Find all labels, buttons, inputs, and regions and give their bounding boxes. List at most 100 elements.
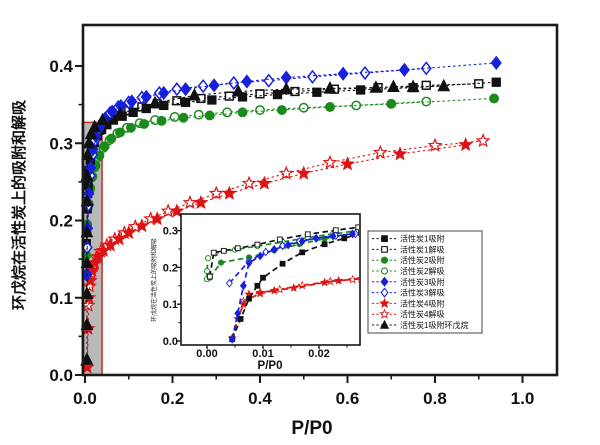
square-open-marker [276, 236, 283, 243]
square-open-marker [254, 241, 261, 248]
triangle-filled-marker [369, 80, 383, 93]
inset-series-line [208, 226, 359, 277]
diamond-filled-marker [228, 334, 236, 344]
square-open-marker [355, 224, 359, 231]
square-open-marker [255, 89, 265, 99]
inset-series-line [231, 232, 359, 340]
legend-item-ac1-desorption: 活性炭1解吸 [372, 244, 444, 254]
legend-item-ac4-desorption: 活性炭4解吸 [372, 308, 444, 319]
star-filled-marker [111, 231, 127, 246]
square-filled-marker [321, 241, 328, 248]
square-filled-marker [299, 249, 306, 256]
legend-item-ac1-adsorption-cyclopentane: 活性炭1吸附环戊烷 [372, 319, 468, 330]
square-filled-marker [358, 230, 359, 237]
triangle-filled-marker [96, 112, 109, 126]
triangle-filled-marker [80, 224, 94, 238]
star-open-marker [427, 137, 443, 152]
diamond-open-marker [225, 278, 233, 288]
square-filled-marker [207, 95, 217, 105]
circle-open-marker [421, 96, 432, 107]
star-open-marker [372, 144, 388, 159]
legend-item-ac2-desorption: 活性炭2解吸 [372, 266, 444, 276]
x-tick-label: 0.4 [248, 389, 272, 408]
y-axis: 0.0 0.1 0.2 0.3 0.4 环戊烷在活性炭上的吸附和解吸 [10, 57, 83, 385]
star-filled-marker [256, 175, 272, 190]
legend-label: 活性炭3吸附 [400, 277, 444, 287]
diamond-open-marker [306, 69, 319, 84]
star-open-marker [208, 185, 224, 200]
star-filled-marker [269, 285, 279, 295]
diamond-filled-marker [284, 240, 292, 250]
star-open-marker [278, 165, 294, 180]
diamond-open-marker [359, 65, 371, 81]
y-tick-label: 0.0 [49, 366, 73, 385]
inset-x-tick-label: 0.02 [308, 348, 329, 360]
star-open-marker [275, 284, 285, 294]
legend-label: 活性炭3解吸 [400, 288, 444, 298]
circle-filled-marker [125, 122, 136, 133]
diamond-filled-marker [329, 231, 337, 241]
legend-item-ac3-adsorption: 活性炭3吸附 [372, 276, 444, 287]
circle-filled-marker [99, 141, 110, 152]
inset-series-line [206, 229, 359, 280]
inset-series-line [231, 278, 359, 339]
circle-open-marker [222, 107, 233, 118]
y-tick-label: 0.3 [49, 134, 73, 153]
circle-filled-marker [139, 118, 150, 129]
square-filled-marker [128, 107, 138, 117]
square-open-marker [234, 245, 241, 252]
star-filled-marker [458, 136, 474, 152]
inset-y-tick-label: 0.0 [163, 336, 178, 348]
inset-x-tick-label: 0.00 [196, 348, 217, 360]
triangle-filled-marker [80, 168, 94, 181]
triangle-filled-marker [231, 84, 245, 97]
legend-label: 活性炭1吸附 [400, 234, 444, 244]
square-filled-marker [272, 89, 283, 100]
circle-filled-marker [325, 101, 335, 112]
star-open-marker [475, 133, 491, 148]
y-tick-label: 0.4 [49, 57, 73, 76]
star-filled-marker [134, 218, 150, 233]
legend-square-open-marker [381, 246, 388, 253]
circle-filled-marker [178, 112, 189, 123]
square-open-marker [172, 96, 182, 106]
star-filled-marker [319, 277, 330, 287]
star-filled-marker [193, 194, 209, 210]
diamond-open-marker [197, 78, 209, 94]
diamond-filled-marker [398, 62, 410, 77]
diamond-filled-marker [234, 308, 242, 318]
square-filled-marker [246, 295, 252, 302]
triangle-filled-marker [148, 95, 162, 109]
circle-filled-marker [115, 127, 125, 138]
inset-x-tick-label: 0.01 [252, 348, 273, 360]
square-filled-marker [341, 235, 348, 242]
diamond-filled-marker [106, 104, 118, 119]
circle-filled-marker [156, 115, 167, 126]
legend-item-ac4-adsorption: 活性炭4吸附 [372, 297, 444, 308]
diamond-open-marker [262, 247, 270, 257]
legend-item-ac1-adsorption: 活性炭1吸附 [372, 234, 444, 244]
square-open-marker [210, 249, 217, 256]
legend-star-open-marker [379, 308, 390, 319]
circle-open-marker [205, 255, 212, 262]
star-filled-marker [221, 185, 237, 200]
x-axis: 0.0 0.2 0.4 0.6 0.8 1.0 P/P0 [73, 375, 534, 439]
triangle-filled-marker [279, 81, 293, 95]
star-filled-marker [255, 287, 265, 297]
inset-series-line [231, 233, 353, 340]
triangle-filled-marker [80, 352, 94, 365]
circle-open-marker [255, 105, 265, 115]
triangle-filled-marker [88, 119, 102, 133]
series-inset-ac1-desorption [206, 224, 359, 280]
diamond-open-marker [171, 82, 183, 97]
diamond-filled-marker [337, 66, 349, 81]
inset-series-area [203, 224, 359, 344]
legend-label: 活性炭4吸附 [400, 298, 444, 308]
inset-y-axis-title: 环戊烷在活性炭上的吸附和解吸 [150, 238, 158, 322]
circle-filled-marker [204, 110, 215, 121]
star-filled-marker [289, 283, 299, 292]
circle-filled-marker [276, 105, 287, 115]
inset-y-axis: 0.0 0.1 0.2 0.3 环戊烷在活性炭上的吸附和解吸 [150, 226, 181, 348]
